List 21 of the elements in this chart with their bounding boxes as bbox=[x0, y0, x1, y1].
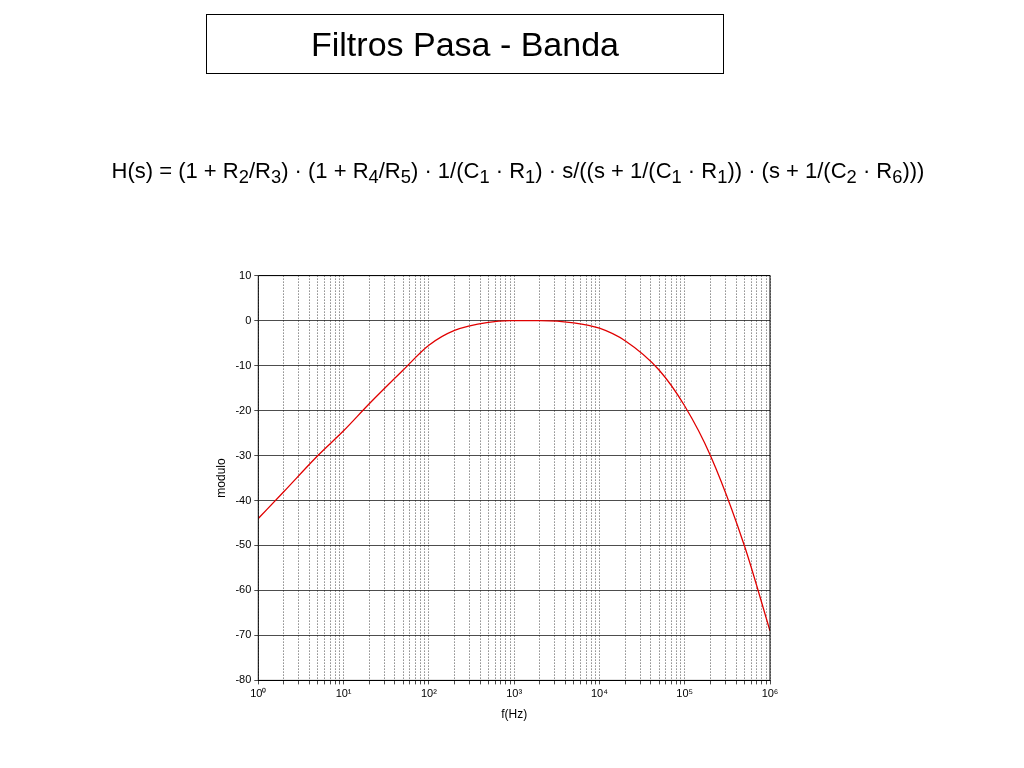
x-tick-label: 10¹ bbox=[335, 687, 352, 700]
x-tick-label: 10⁰ bbox=[250, 687, 267, 700]
y-tick-label: -30 bbox=[235, 448, 252, 461]
x-axis-title: f(Hz) bbox=[501, 707, 528, 722]
x-tick-label: 10⁶ bbox=[761, 687, 779, 700]
y-tick-label: -50 bbox=[235, 538, 252, 551]
x-tick-label: 10⁴ bbox=[590, 687, 609, 700]
y-tick-label: 0 bbox=[245, 313, 252, 326]
y-tick-label: -40 bbox=[235, 493, 252, 506]
y-tick-label: -80 bbox=[235, 673, 252, 686]
y-axis-title: modulo bbox=[213, 458, 228, 498]
text: H(s) = (1 + R$_{2}$/R$_{3}$) · (1 + R$_{4}$/R$_{5}$) · 1/(C$_{1}$ · R$_{1}$) · s/((s + 1/(C$_{1}$ · R$_{1}$)) · (s + 1/(C$_{2}$ · R$_{6}$))) bbox=[111, 158, 925, 188]
y-tick-label: -10 bbox=[235, 358, 252, 371]
y-tick-label: 10 bbox=[239, 268, 252, 281]
x-tick-label: 10² bbox=[420, 687, 438, 700]
y-tick-label: -70 bbox=[235, 628, 252, 641]
x-tick-label: 10⁵ bbox=[676, 687, 694, 700]
y-tick-label: -60 bbox=[235, 583, 252, 596]
y-tick-label: -20 bbox=[235, 403, 252, 416]
chart-title: Filtros Pasa - Banda bbox=[206, 14, 724, 74]
x-tick-label: 10³ bbox=[506, 687, 523, 700]
